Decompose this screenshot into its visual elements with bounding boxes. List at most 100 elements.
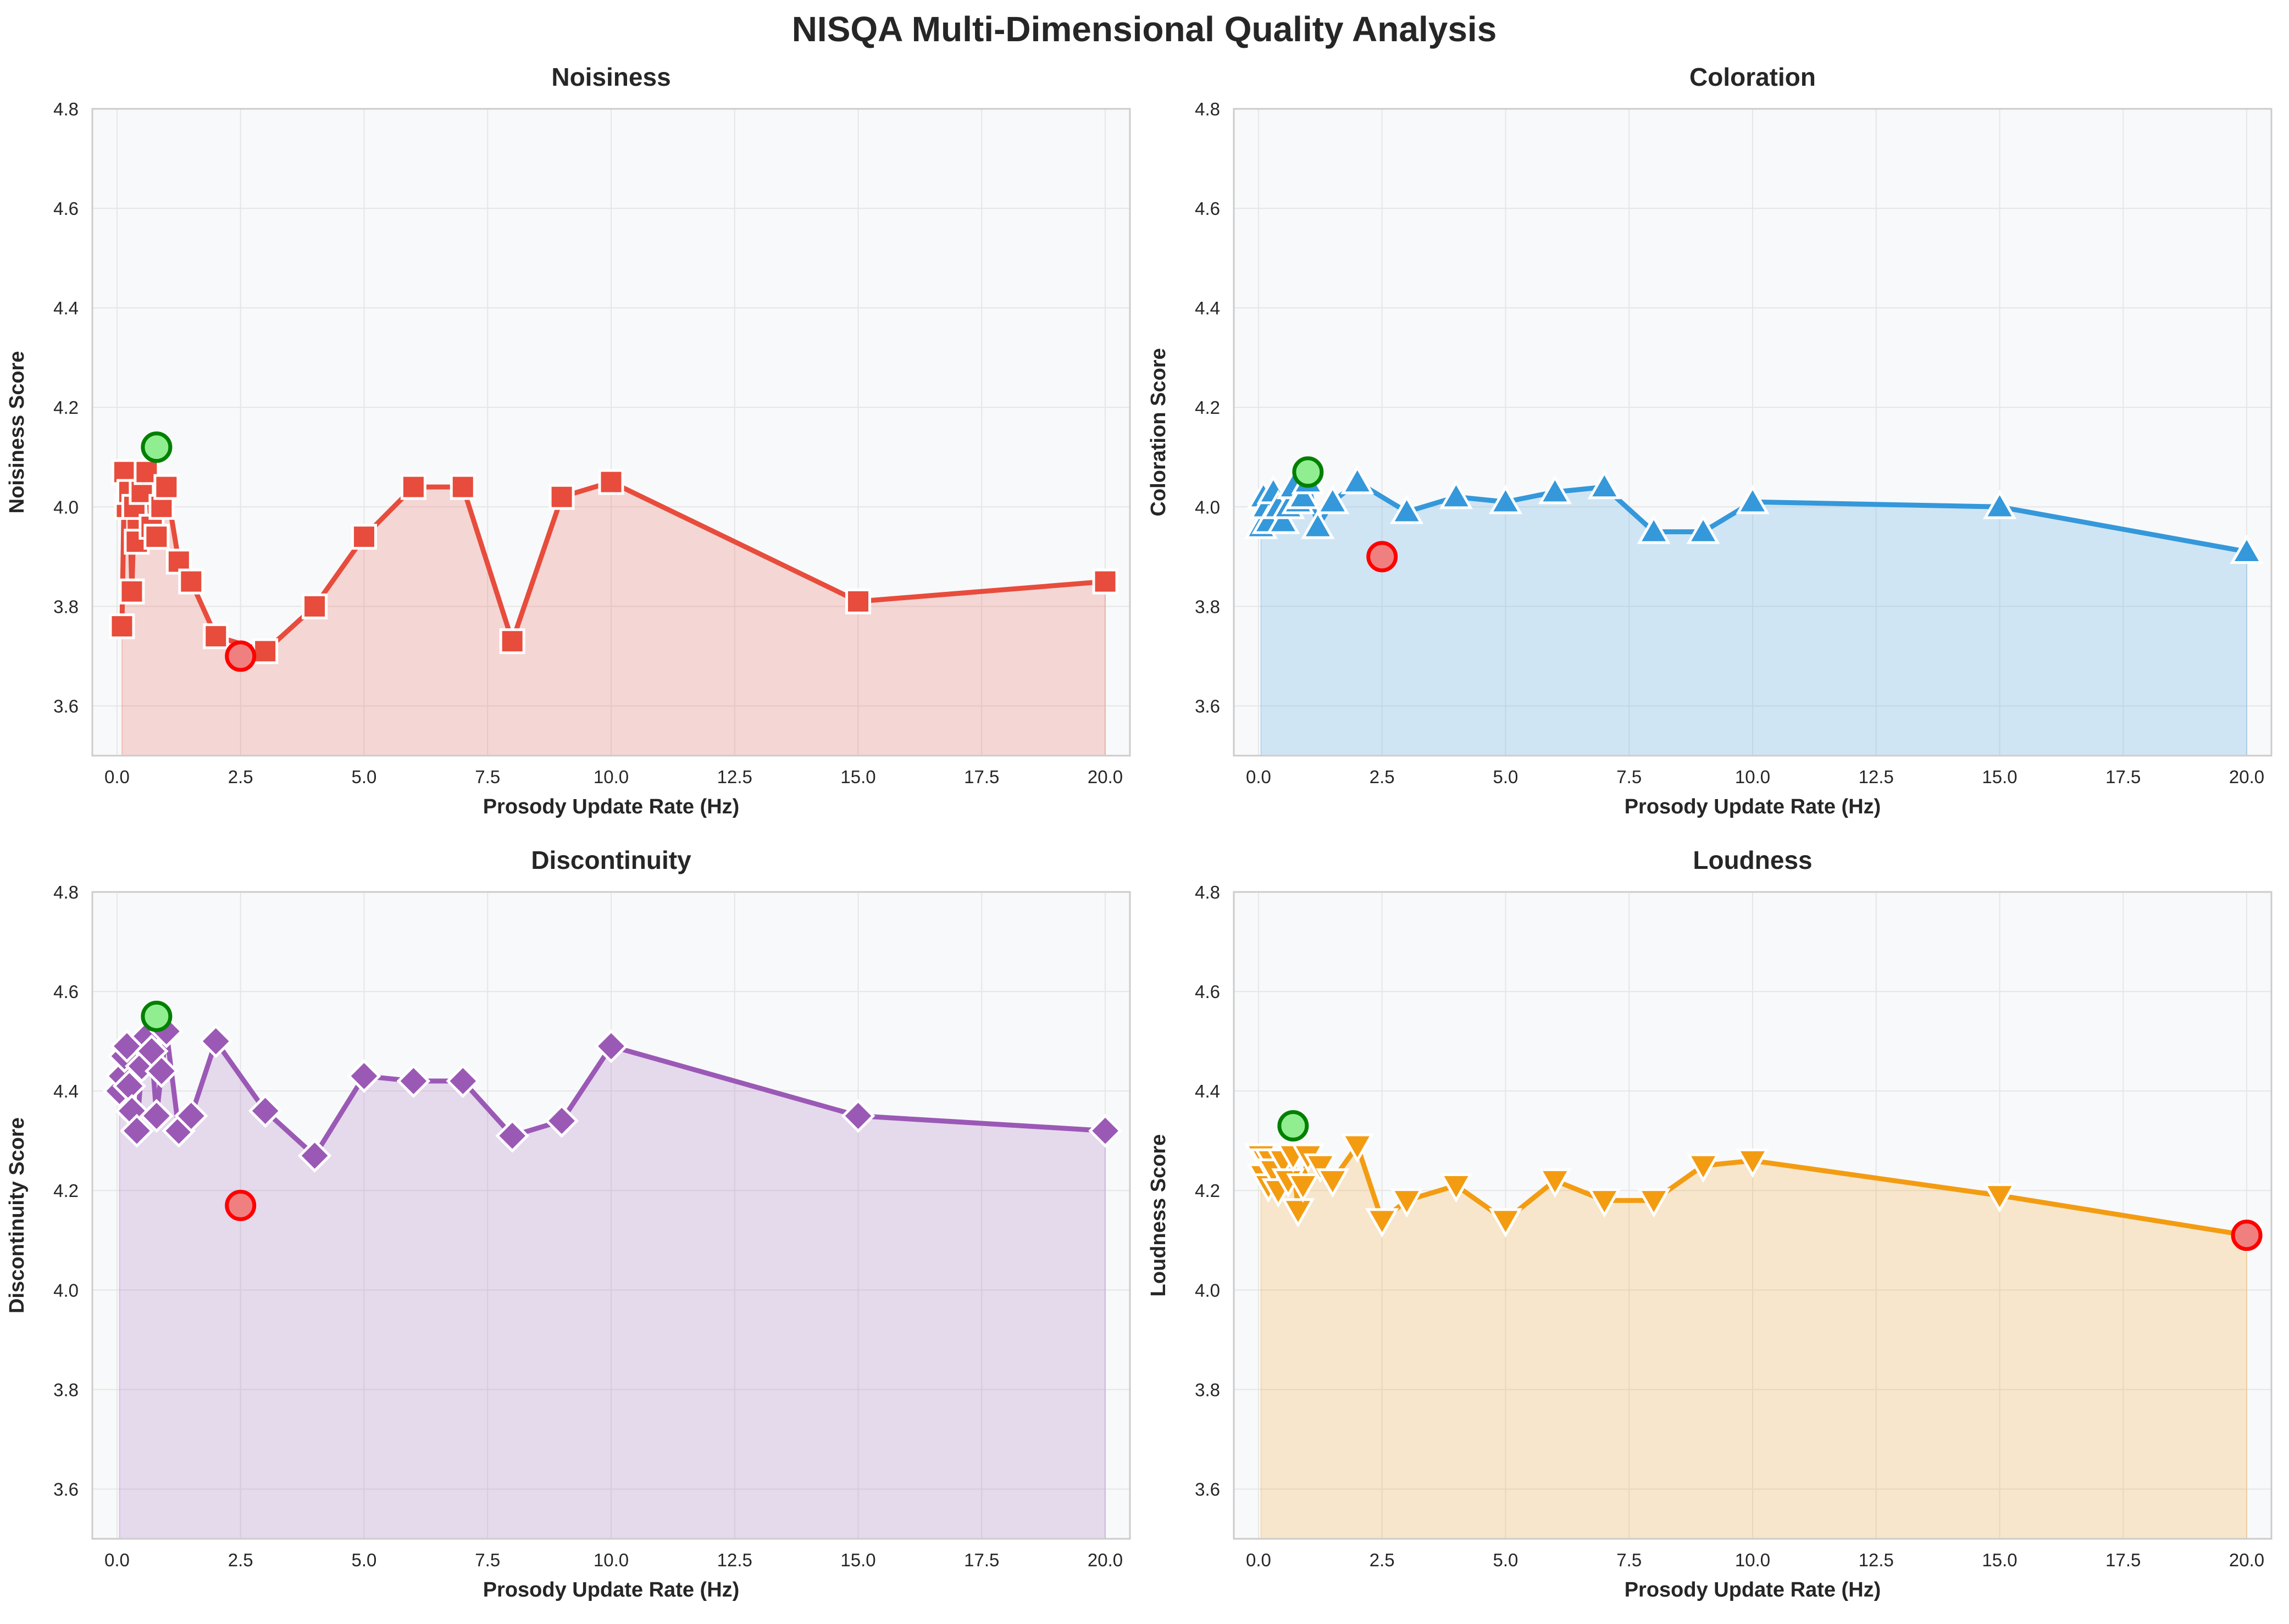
chart-panel-discontinuity: 3.6 3.8 4.0 4.2 4.4 4.6 4.8 0.0 2.5 5.0 7.5 10.0 12.… <box>5 846 1131 1601</box>
x-tick-label: 15.0 <box>1982 1550 2017 1570</box>
y-tick-label: 4.0 <box>53 1280 79 1300</box>
data-point <box>1736 484 1770 514</box>
figure-title: NISQA Multi-Dimensional Quality Analysis <box>792 9 1497 49</box>
data-point <box>1390 495 1424 524</box>
x-tick-label: 20.0 <box>2229 767 2264 787</box>
y-tick-label: 4.2 <box>53 1180 79 1201</box>
y-axis-label: Discontinuity Score <box>5 1117 29 1313</box>
data-point <box>143 524 170 550</box>
data-point <box>1316 1168 1350 1198</box>
worst-point-marker <box>1366 541 1398 573</box>
y-tick-label: 4.0 <box>1195 1280 1220 1300</box>
data-point <box>140 1099 174 1133</box>
chart-panel-noisiness: 3.6 3.8 4.0 4.2 4.4 4.6 4.8 0.0 2.5 5.0 7.5 10.0 12.… <box>5 63 1131 818</box>
x-tick-label: 17.5 <box>2105 767 2141 787</box>
x-tick-label: 17.5 <box>964 767 999 787</box>
x-tick-label: 0.0 <box>104 1550 130 1570</box>
y-tick-label: 3.6 <box>1195 696 1220 716</box>
best-point-marker <box>1292 456 1324 488</box>
data-point <box>1488 484 1523 514</box>
x-axis-label: Prosody Update Rate (Hz) <box>1625 1578 1881 1601</box>
x-tick-label: 5.0 <box>1493 1550 1518 1570</box>
y-tick-label: 4.8 <box>53 99 79 119</box>
y-tick-label: 4.0 <box>53 497 79 517</box>
x-tick-label: 0.0 <box>104 767 130 787</box>
panel-title: Discontinuity <box>531 846 691 874</box>
data-point <box>1316 484 1350 514</box>
data-point <box>1736 1148 1770 1178</box>
data-point <box>1637 514 1671 544</box>
x-tick-label: 12.5 <box>717 767 752 787</box>
x-tick-label: 12.5 <box>1859 1550 1894 1570</box>
data-point <box>2230 534 2264 564</box>
data-point <box>1092 568 1118 595</box>
data-point <box>499 628 525 655</box>
x-tick-label: 17.5 <box>2105 1550 2141 1570</box>
data-point <box>548 484 575 510</box>
chart-panels: 3.6 3.8 4.0 4.2 4.4 4.6 4.8 0.0 2.5 5.0 7.5 10.0 12.… <box>5 63 2273 1601</box>
plot-frame <box>91 891 1131 1540</box>
y-tick-label: 4.6 <box>1195 982 1220 1002</box>
data-point <box>1266 505 1300 534</box>
x-tick-label: 15.0 <box>840 1550 875 1570</box>
y-tick-label: 4.6 <box>53 198 79 219</box>
data-point <box>598 469 624 495</box>
y-tick-label: 4.0 <box>1195 497 1220 517</box>
worst-point-marker <box>225 1189 257 1221</box>
data-point <box>1286 479 1320 509</box>
data-point <box>1365 1208 1399 1238</box>
data-point <box>841 1099 875 1133</box>
data-point <box>1286 1173 1320 1203</box>
y-tick-label: 4.4 <box>53 1081 79 1101</box>
data-point <box>396 1064 431 1098</box>
worst-point-marker <box>2231 1220 2263 1251</box>
x-axis-label: Prosody Update Rate (Hz) <box>1625 795 1881 818</box>
y-tick-label: 4.8 <box>1195 99 1220 119</box>
worst-point-marker <box>225 640 257 672</box>
data-point <box>400 474 426 500</box>
panel-title: Loudness <box>1693 846 1812 874</box>
x-tick-label: 2.5 <box>1370 1550 1395 1570</box>
data-point <box>1340 1133 1374 1163</box>
data-point <box>1587 469 1621 500</box>
y-tick-label: 3.6 <box>53 1479 79 1499</box>
x-tick-label: 2.5 <box>228 767 253 787</box>
best-point-marker <box>141 1000 173 1032</box>
data-point <box>174 1099 208 1133</box>
plot-frame <box>1233 891 2273 1540</box>
data-point <box>1488 1208 1523 1238</box>
data-point <box>1538 474 1572 505</box>
x-tick-label: 10.0 <box>1735 767 1770 787</box>
y-axis-label: Noisiness Score <box>5 351 29 514</box>
data-point <box>1281 1198 1315 1228</box>
x-tick-label: 15.0 <box>1982 767 2017 787</box>
y-tick-label: 4.4 <box>1195 298 1220 318</box>
data-point <box>1303 1153 1337 1183</box>
data-point <box>1390 1188 1424 1218</box>
y-tick-label: 3.8 <box>53 1379 79 1400</box>
data-point <box>1686 514 1720 544</box>
plot-frame <box>91 108 1131 757</box>
best-point-marker <box>1277 1110 1309 1142</box>
y-tick-label: 4.4 <box>53 298 79 318</box>
y-tick-label: 3.8 <box>1195 596 1220 617</box>
y-tick-label: 4.6 <box>53 982 79 1002</box>
x-tick-label: 5.0 <box>352 767 377 787</box>
y-tick-label: 4.2 <box>1195 1180 1220 1201</box>
x-tick-label: 12.5 <box>717 1550 752 1570</box>
y-tick-label: 4.8 <box>53 882 79 902</box>
y-tick-label: 3.8 <box>1195 1379 1220 1400</box>
data-point <box>594 1029 628 1063</box>
x-tick-label: 20.0 <box>1088 767 1123 787</box>
data-point <box>495 1118 530 1153</box>
series-line <box>119 469 1108 654</box>
data-point <box>545 1104 579 1138</box>
chart-panel-loudness: 3.6 3.8 4.0 4.2 4.4 4.6 4.8 0.0 2.5 5.0 7.5 10.0 12.… <box>1147 846 2273 1601</box>
chart-panel-coloration: 3.6 3.8 4.0 4.2 4.4 4.6 4.8 0.0 2.5 5.0 7.5 10.0 12.… <box>1147 63 2273 818</box>
data-point <box>203 623 229 650</box>
x-tick-label: 5.0 <box>1493 767 1518 787</box>
y-tick-label: 4.4 <box>1195 1081 1220 1101</box>
x-tick-label: 0.0 <box>1246 767 1271 787</box>
